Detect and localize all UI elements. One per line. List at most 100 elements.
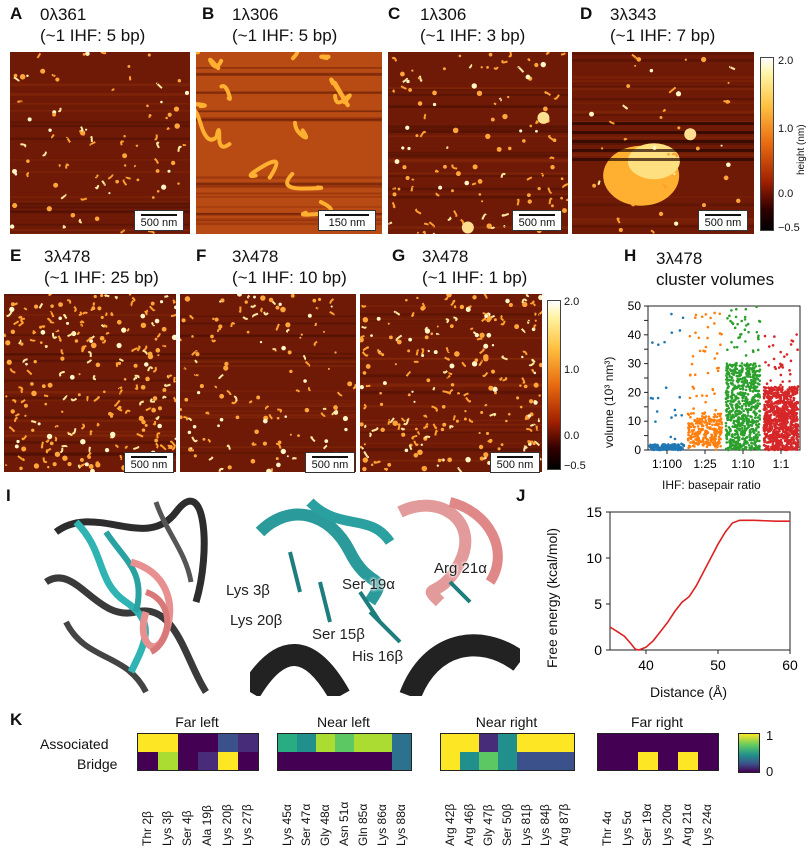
h-point	[735, 430, 739, 434]
h-point	[751, 379, 754, 383]
h-point	[700, 394, 704, 397]
h-point	[783, 439, 787, 443]
h-xtick-label: 1:10	[731, 457, 755, 471]
h-point	[706, 440, 709, 444]
h-point	[784, 401, 788, 405]
heatmap-group-title: Near left	[317, 714, 370, 730]
h-point	[780, 435, 783, 438]
h-point	[745, 372, 749, 375]
h-point	[745, 385, 748, 388]
h-point	[735, 371, 739, 375]
h-point	[777, 388, 781, 391]
h-point	[691, 432, 694, 436]
h-point	[690, 362, 694, 366]
h-point	[734, 315, 738, 319]
h-point	[785, 448, 789, 452]
h-point	[726, 404, 730, 408]
h-point	[788, 386, 791, 389]
h-point	[756, 348, 760, 352]
h-point	[776, 430, 780, 434]
h-point	[747, 443, 751, 447]
h-point	[727, 418, 730, 421]
h-point	[729, 402, 732, 405]
h-point	[743, 424, 746, 428]
h-point	[767, 386, 770, 390]
h-point	[716, 369, 720, 373]
h-point	[734, 385, 738, 389]
h-point	[749, 415, 752, 418]
h-point	[732, 419, 736, 423]
h-point	[715, 366, 719, 370]
h-point	[758, 433, 761, 437]
h-point	[656, 396, 660, 400]
h-point	[729, 418, 733, 422]
heatmap-cell	[441, 752, 460, 770]
residue-label: Ser 15β	[312, 626, 365, 643]
h-point	[689, 434, 693, 438]
h-point	[745, 362, 749, 365]
h-point	[775, 391, 779, 394]
h-point	[752, 386, 755, 390]
heatmap-cell	[158, 734, 178, 752]
h-point	[692, 412, 695, 415]
panel-c-title: 1λ306 (~1 IHF: 3 bp)	[420, 5, 526, 45]
h-point	[689, 415, 692, 419]
h-point	[751, 418, 754, 422]
h-point	[756, 402, 760, 405]
residue-label: Ser 19α	[342, 576, 395, 593]
heatmap-group	[440, 733, 575, 771]
heatmap-cell	[460, 734, 479, 752]
h-point	[738, 411, 742, 415]
h-point	[705, 432, 709, 435]
heatmap-group-title: Far left	[175, 714, 219, 730]
h-point	[755, 385, 759, 389]
h-point	[736, 322, 739, 326]
h-point	[712, 420, 716, 423]
h-point	[674, 414, 677, 417]
h-point	[716, 443, 719, 447]
h-point	[764, 386, 767, 390]
h-point	[752, 369, 756, 372]
h-point	[792, 418, 795, 422]
h-point	[766, 447, 769, 450]
h-point	[694, 313, 698, 317]
h-point	[792, 398, 796, 402]
chart-h-xlabel: IHF: basepair ratio	[662, 478, 761, 492]
h-point	[734, 307, 738, 311]
h-point	[692, 387, 696, 390]
h-point	[792, 435, 795, 438]
chart-j-xlabel: Distance (Å)	[650, 684, 728, 700]
h-point	[664, 386, 668, 389]
h-point	[678, 329, 682, 332]
scalebar-b: 150 nm	[318, 210, 376, 231]
h-point	[732, 414, 735, 418]
h-point	[786, 390, 790, 394]
heatmap-cell	[498, 734, 517, 752]
h-point	[705, 394, 709, 398]
h-point	[740, 404, 744, 408]
h-ytick-label: 10	[628, 414, 642, 428]
h-point	[743, 315, 747, 319]
h-point	[706, 336, 709, 340]
heatmap-residue-label: Arg 46β	[462, 803, 476, 846]
panel-label-i: I	[6, 486, 11, 505]
heatmap-residue-label: Lys 3β	[160, 810, 174, 846]
panel-label-c: C	[388, 4, 401, 23]
h-point	[756, 399, 760, 402]
heatmap-residue-label: Gln 85α	[356, 803, 370, 846]
heatmap-cell	[198, 734, 218, 752]
colorbar-k	[738, 733, 760, 773]
h-point	[775, 437, 779, 441]
h-point	[755, 369, 759, 373]
h-point	[779, 362, 782, 366]
heatmap-cell	[638, 752, 658, 770]
h-point	[741, 396, 744, 399]
j-xtick-label: 40	[638, 657, 654, 673]
afm-image-d	[572, 52, 754, 234]
h-point	[736, 392, 740, 395]
heatmap-cell	[555, 752, 574, 770]
heatmap-residue-label: Lys 81β	[519, 804, 533, 846]
heatmap-cell	[517, 734, 536, 752]
h-point	[730, 340, 733, 344]
heatmap-cell	[335, 734, 354, 752]
